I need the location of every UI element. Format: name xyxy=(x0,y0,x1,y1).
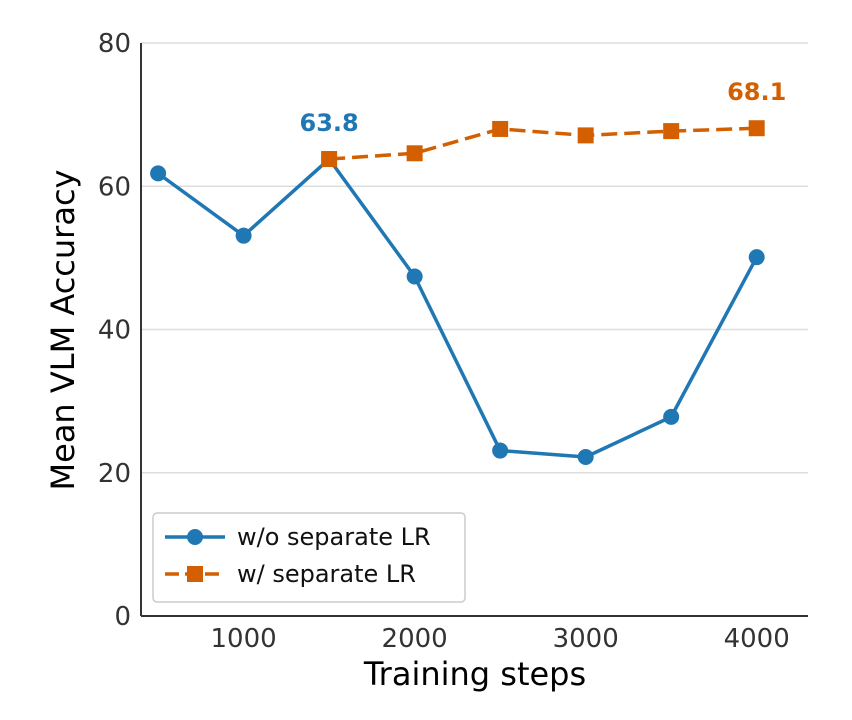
y-tick-label-60: 60 xyxy=(98,172,131,202)
x-axis-title: Training steps xyxy=(363,655,586,693)
series-group xyxy=(150,120,765,465)
axes xyxy=(140,43,808,617)
x-tick-label-4000: 4000 xyxy=(724,624,790,654)
series-line-0 xyxy=(157,157,759,459)
x-tick-label-3000: 3000 xyxy=(553,624,619,654)
series-0-point-6 xyxy=(663,408,680,425)
annotations: 63.8 68.1 xyxy=(300,78,787,137)
legend-box xyxy=(152,512,466,603)
series-1-point-0 xyxy=(321,151,338,168)
series-1-point-4 xyxy=(663,123,680,140)
y-tick-label-80: 80 xyxy=(98,29,131,59)
x-tick-label-1000: 1000 xyxy=(211,624,277,654)
tick-labels: 0 20 40 60 80 1000 2000 3000 4000 xyxy=(98,29,790,654)
y-tick-label-20: 20 xyxy=(98,459,131,489)
legend: w/o separate LR w/ separate LR xyxy=(152,512,466,603)
x-tick-label-2000: 2000 xyxy=(382,624,448,654)
series-1-point-1 xyxy=(406,145,423,162)
series-1-point-5 xyxy=(748,120,765,137)
series-0-point-0 xyxy=(150,165,167,182)
legend-label-0: w/o separate LR xyxy=(237,523,431,551)
series-1 xyxy=(321,120,765,168)
legend-label-1: w/ separate LR xyxy=(237,560,416,588)
grid-lines xyxy=(141,42,808,474)
series-1-point-2 xyxy=(492,120,509,137)
annotation-0: 63.8 xyxy=(300,109,359,137)
series-line-1 xyxy=(329,126,757,161)
series-0 xyxy=(150,151,765,465)
legend-marker-1 xyxy=(187,566,203,582)
y-axis-title: Mean VLM Accuracy xyxy=(44,170,82,491)
series-0-point-5 xyxy=(577,448,594,465)
series-0-point-7 xyxy=(748,249,765,266)
legend-marker-0 xyxy=(187,529,203,545)
annotation-1: 68.1 xyxy=(727,78,786,106)
series-0-point-4 xyxy=(492,442,509,459)
y-tick-label-40: 40 xyxy=(98,316,131,346)
y-tick-label-0: 0 xyxy=(114,602,131,632)
series-1-point-3 xyxy=(577,127,594,144)
series-0-point-3 xyxy=(406,268,423,285)
series-0-point-1 xyxy=(235,227,252,244)
